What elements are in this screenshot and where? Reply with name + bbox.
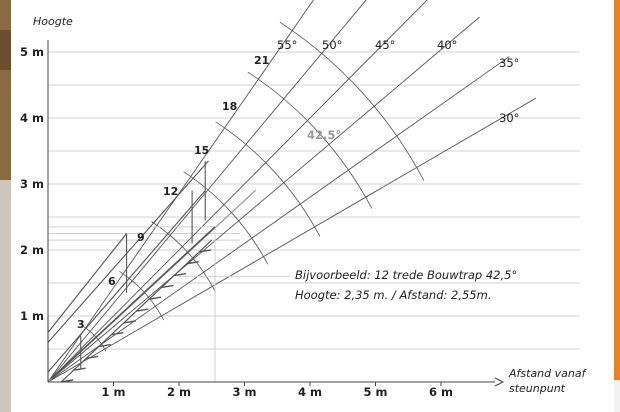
- angle-label: 45°: [375, 38, 395, 52]
- stair-tread: [186, 261, 199, 265]
- step-count-label: 15: [194, 144, 209, 157]
- step-count-label: 9: [137, 231, 145, 244]
- stair-stringer: [50, 226, 216, 380]
- background-photo-edge: [0, 0, 11, 412]
- y-tick-label: 1 m: [20, 309, 44, 323]
- x-tick-label: 3 m: [233, 385, 257, 399]
- angle-ray: [47, 0, 367, 383]
- angle-ray: [47, 97, 537, 383]
- angle-ray: [47, 56, 510, 383]
- grid: [48, 51, 580, 350]
- angle-label: 50°: [322, 38, 342, 52]
- y-tick-label: 5 m: [20, 45, 44, 59]
- step-labels: 3 6 9 12 15 18 21: [77, 54, 269, 331]
- angle-ray: [47, 0, 428, 383]
- x-axis-title-line1: Afstand vanaf: [508, 367, 588, 380]
- step-count-label: 21: [254, 54, 269, 67]
- angle-label: 35°: [499, 56, 519, 70]
- y-tick-label: 4 m: [20, 111, 44, 125]
- y-tick-labels: 1 m 2 m 3 m 4 m 5 m: [20, 45, 44, 323]
- stair-tread: [98, 343, 111, 348]
- example-note-line2: Hoogte: 2,35 m. / Afstand: 2,55m.: [295, 288, 491, 302]
- highlight-angle-label: 42,5°: [307, 128, 341, 142]
- x-tick-label: 4 m: [298, 385, 322, 399]
- handrail: [47, 160, 209, 343]
- stair-tread: [111, 332, 124, 336]
- y-axis-title: Hoogte: [33, 15, 73, 28]
- y-tick-label: 2 m: [20, 243, 44, 257]
- angle-ray: [47, 16, 480, 383]
- angle-label: 55°: [277, 38, 297, 52]
- x-tick-label: 2 m: [167, 385, 191, 399]
- step-arc: [279, 21, 425, 181]
- step-arc: [215, 121, 321, 237]
- step-arcs: [48, 21, 425, 382]
- angle-label: 40°: [437, 38, 457, 52]
- edge-bottom: [614, 380, 620, 412]
- stair-stringer-lower: [60, 239, 213, 383]
- x-tick-label: 6 m: [429, 385, 453, 399]
- stair-tread: [199, 249, 212, 253]
- x-axis-arrow: [494, 377, 505, 387]
- stair-tread: [148, 296, 162, 300]
- axes: [47, 40, 505, 387]
- step-arc: [183, 171, 269, 265]
- step-count-label: 12: [163, 185, 178, 198]
- x-tick-label: 5 m: [364, 385, 388, 399]
- example-note-line1: Bijvoorbeeld: 12 trede Bouwtrap 42,5°: [295, 268, 517, 282]
- y-tick-label: 3 m: [20, 177, 44, 191]
- stair-tread: [73, 367, 86, 371]
- step-arc: [247, 71, 373, 209]
- stair-tread: [86, 355, 99, 360]
- step-count-label: 18: [222, 100, 237, 113]
- handrail: [47, 233, 128, 333]
- stair-tread: [136, 308, 149, 312]
- x-tick-label: 1 m: [102, 385, 126, 399]
- stair-tread: [123, 320, 136, 324]
- x-axis-title-line2: steunpunt: [509, 382, 566, 395]
- stair-tread: [173, 272, 187, 277]
- angle-ray: [47, 0, 315, 383]
- step-count-label: 3: [77, 318, 85, 331]
- angle-labels: 55° 50° 45° 40° 35° 30°: [277, 38, 519, 125]
- step-count-label: 6: [108, 275, 116, 288]
- accent-edge: [614, 0, 620, 380]
- ladder-drawing: [47, 160, 216, 383]
- angle-label: 30°: [499, 111, 519, 125]
- stair-tread: [161, 284, 174, 289]
- angle-rays: [47, 0, 537, 383]
- x-tick-labels: 1 m 2 m 3 m 4 m 5 m 6 m: [102, 385, 454, 399]
